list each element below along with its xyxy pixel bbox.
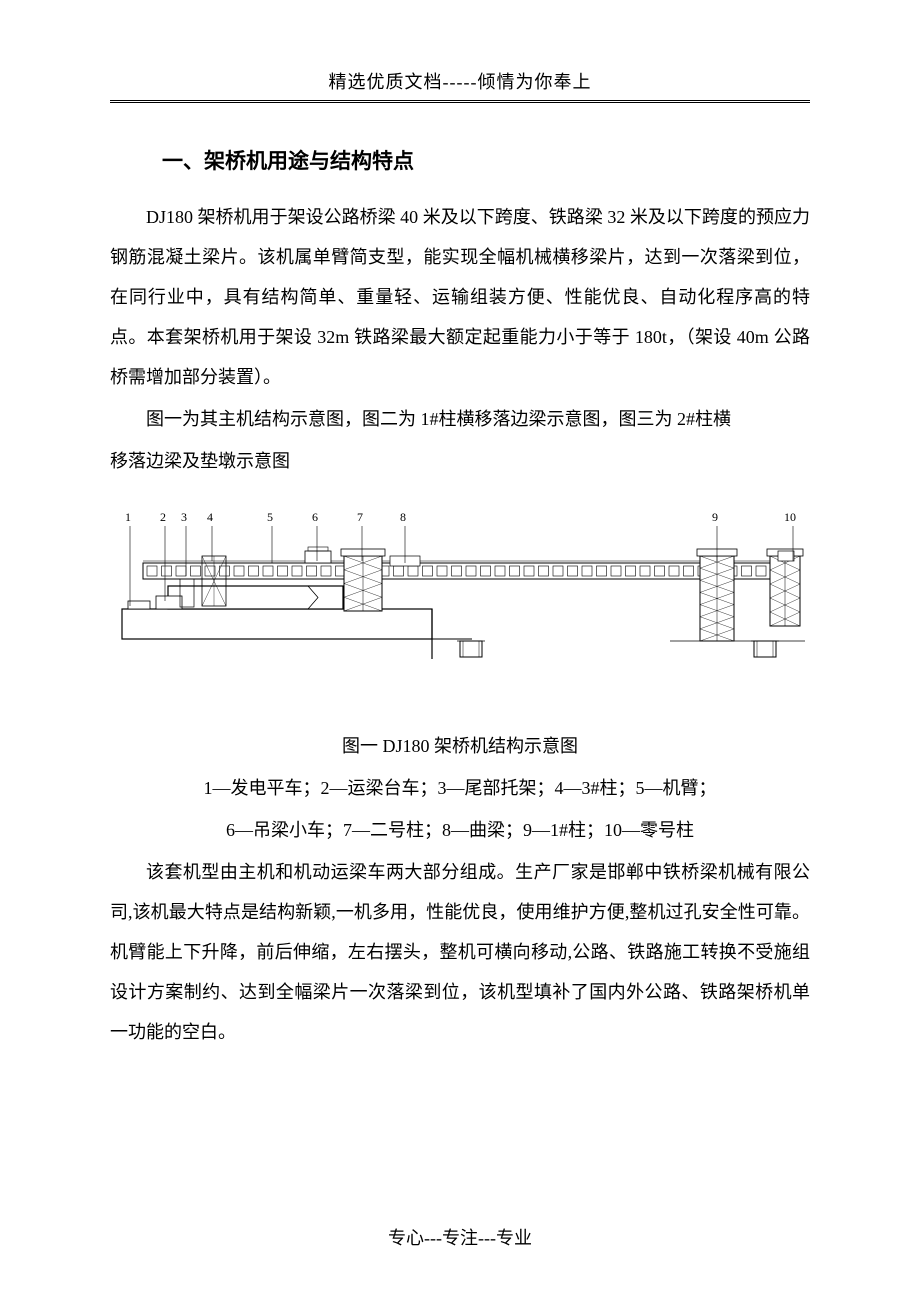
paragraph-1: DJ180 架桥机用于架设公路桥梁 40 米及以下跨度、铁路梁 32 米及以下跨… — [110, 197, 810, 397]
document-page: 精选优质文档-----倾情为你奉上 一、架桥机用途与结构特点 DJ180 架桥机… — [0, 0, 920, 1302]
bridge-machine-schematic: 1 2 3 4 5 6 7 8 9 10 — [110, 501, 810, 676]
figure-diagram: 1 2 3 4 5 6 7 8 9 10 — [110, 501, 810, 676]
section-heading: 一、架桥机用途与结构特点 — [162, 145, 810, 175]
page-header: 精选优质文档-----倾情为你奉上 — [110, 68, 810, 94]
svg-text:2: 2 — [160, 510, 166, 524]
svg-text:10: 10 — [784, 510, 796, 524]
paragraph-2-line1: 图一为其主机结构示意图，图二为 1#柱横移落边梁示意图，图三为 2#柱横 — [110, 399, 810, 439]
svg-text:7: 7 — [357, 510, 363, 524]
svg-text:9: 9 — [712, 510, 718, 524]
paragraph-3: 该套机型由主机和机动运梁车两大部分组成。生产厂家是邯郸中铁桥梁机械有限公司,该机… — [110, 852, 810, 1052]
figure-legend-2: 6—吊梁小车；7—二号柱；8—曲梁；9—1#柱；10—零号柱 — [110, 810, 810, 850]
svg-text:1: 1 — [125, 510, 131, 524]
figure-legend-1: 1—发电平车；2—运梁台车；3—尾部托架；4—3#柱；5—机臂； — [110, 768, 810, 808]
svg-text:8: 8 — [400, 510, 406, 524]
svg-text:4: 4 — [207, 510, 213, 524]
paragraph-2-line2: 移落边梁及垫墩示意图 — [110, 441, 810, 481]
svg-text:3: 3 — [181, 510, 187, 524]
header-divider — [110, 100, 810, 103]
svg-text:5: 5 — [267, 510, 273, 524]
figure-caption: 图一 DJ180 架桥机结构示意图 — [110, 726, 810, 766]
svg-text:6: 6 — [312, 510, 318, 524]
page-footer: 专心---专注---专业 — [0, 1224, 920, 1250]
